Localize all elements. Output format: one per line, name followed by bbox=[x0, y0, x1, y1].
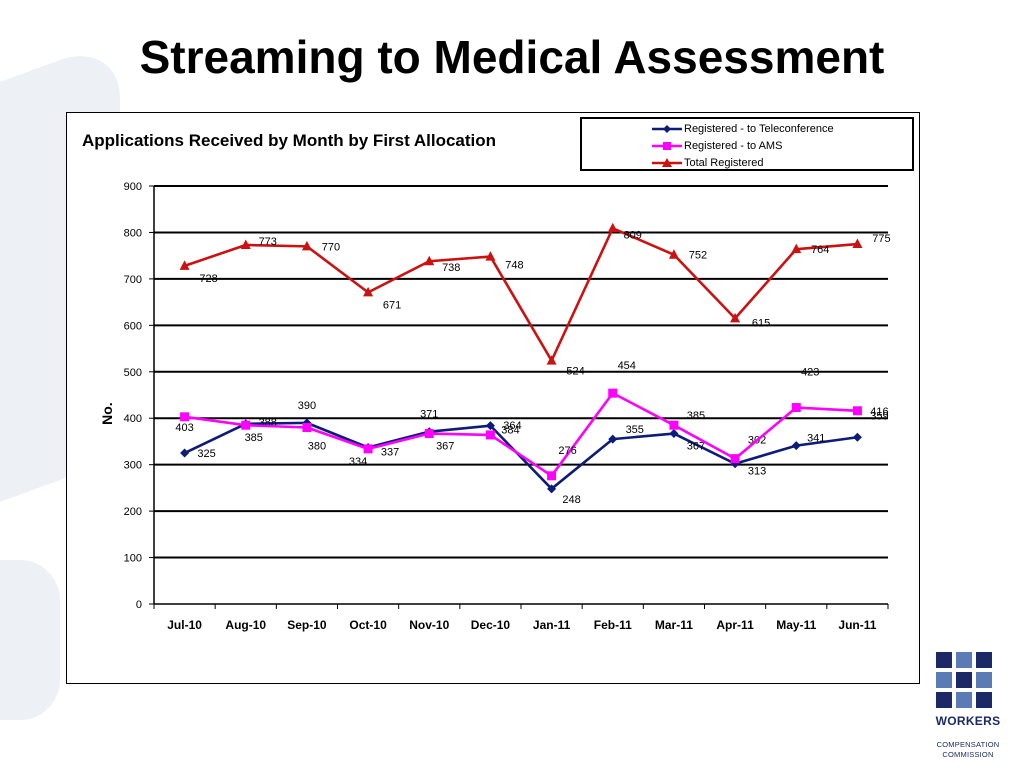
logo-text-workers: WORKERS bbox=[935, 714, 1001, 728]
legend-item-ams: Registered - to AMS bbox=[586, 138, 906, 154]
legend-label-total: Total Registered bbox=[684, 157, 764, 169]
chart-legend: Registered - to Teleconference Registere… bbox=[580, 117, 914, 171]
logo-text-commission: COMMISSION bbox=[942, 750, 994, 759]
legend-item-total: Total Registered bbox=[586, 155, 906, 171]
legend-swatch-teleconference bbox=[652, 125, 682, 133]
slide-title: Streaming to Medical Assessment bbox=[139, 31, 885, 83]
legend-label-teleconference: Registered - to Teleconference bbox=[684, 123, 834, 135]
logo-text-compensation: COMPENSATION bbox=[936, 740, 1000, 749]
chart-frame bbox=[66, 112, 920, 684]
legend-item-teleconference: Registered - to Teleconference bbox=[586, 121, 906, 137]
background-decoration-bottom bbox=[0, 560, 60, 720]
legend-label-ams: Registered - to AMS bbox=[684, 140, 783, 152]
chart-title: Applications Received by Month by First … bbox=[82, 131, 497, 150]
legend-swatch-total bbox=[652, 158, 682, 167]
workers-compensation-commission-logo: WORKERS COMPENSATION COMMISSION bbox=[928, 650, 1008, 762]
logo-icon bbox=[936, 652, 992, 708]
legend-swatch-ams bbox=[652, 142, 682, 150]
